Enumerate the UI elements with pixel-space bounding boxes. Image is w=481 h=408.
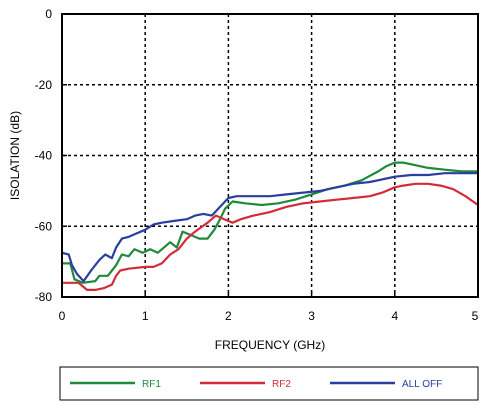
x-tick-label: 3 [308,309,315,323]
y-tick-label: -40 [35,149,53,163]
series-line-all-off [60,172,480,283]
x-tick-label: 1 [142,309,149,323]
y-tick-label: -20 [35,78,53,92]
legend-label-rf1: RF1 [142,379,161,390]
legend-label-all-off: ALL OFF [402,379,442,390]
y-tick-label: -60 [35,219,53,233]
series-lines [60,161,480,291]
x-tick-label: 5 [472,309,479,323]
x-axis-title: FREQUENCY (GHz) [215,338,325,352]
grid-lines [62,14,478,297]
y-axis-title: ISOLATION (dB) [8,111,22,200]
axis-ticks: 0 1 2 3 4 5 0 -20 -40 -60 -80 [35,7,479,323]
x-tick-label: 2 [225,309,232,323]
series-line-rf1 [60,161,480,284]
legend: RF1 RF2 ALL OFF [70,379,442,390]
series-line-rf2 [60,182,480,291]
x-tick-label: 0 [59,309,66,323]
x-tick-label: 4 [391,309,398,323]
legend-label-rf2: RF2 [272,379,291,390]
y-tick-label: -80 [35,290,53,304]
y-tick-label: 0 [45,7,52,21]
